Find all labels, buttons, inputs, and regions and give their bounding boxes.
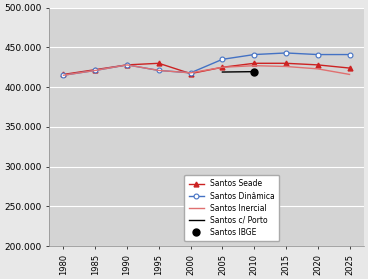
Santos Dinâmica	[252, 53, 256, 56]
Line: Santos Inercial: Santos Inercial	[64, 65, 350, 75]
Santos Seade	[157, 62, 161, 65]
Line: Santos Dinâmica: Santos Dinâmica	[61, 50, 352, 78]
Santos Seade	[347, 66, 352, 70]
Legend: Santos Seade, Santos Dinâmica, Santos Inercial, Santos c/ Porto, Santos IBGE: Santos Seade, Santos Dinâmica, Santos In…	[184, 175, 279, 241]
Santos Seade	[284, 62, 288, 65]
Santos Dinâmica	[315, 53, 320, 56]
Santos Dinâmica	[61, 74, 66, 77]
Santos c/ Porto	[220, 70, 224, 74]
Santos Inercial	[315, 67, 320, 71]
Santos Dinâmica	[188, 71, 193, 74]
Santos Dinâmica	[157, 69, 161, 72]
Santos Inercial	[347, 73, 352, 76]
Santos Dinâmica	[125, 63, 129, 67]
Santos Seade	[61, 73, 66, 76]
Santos Seade	[220, 66, 224, 69]
Santos Inercial	[252, 64, 256, 67]
Santos Dinâmica	[220, 58, 224, 61]
Santos Inercial	[93, 69, 98, 72]
Santos Seade	[93, 68, 98, 71]
Santos Inercial	[157, 69, 161, 72]
Santos Inercial	[188, 71, 193, 74]
Santos Seade	[125, 63, 129, 67]
Santos Inercial	[284, 65, 288, 68]
Santos Dinâmica	[347, 53, 352, 56]
Santos Dinâmica	[93, 69, 98, 72]
Santos c/ Porto	[252, 70, 256, 73]
Santos Inercial	[220, 66, 224, 69]
Santos Seade	[315, 63, 320, 67]
Santos Seade	[188, 72, 193, 75]
Santos Inercial	[125, 63, 129, 67]
Santos Inercial	[61, 74, 66, 77]
Santos Seade	[252, 62, 256, 65]
Santos Dinâmica	[284, 51, 288, 55]
Line: Santos Seade: Santos Seade	[61, 61, 352, 77]
